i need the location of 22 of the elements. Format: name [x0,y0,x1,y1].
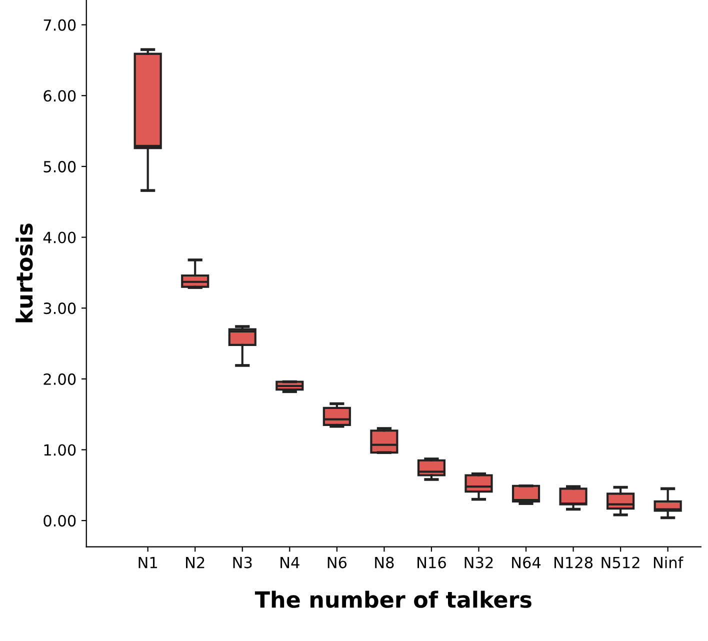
y-tick-label: 7.00 [44,19,76,31]
x-tick-label: N64 [512,556,541,568]
x-tick-label: N2 [186,556,204,568]
y-tick-label: 3.00 [44,302,76,314]
x-tick-label: N512 [602,556,640,568]
x-axis-title: The number of talkers [254,590,532,608]
x-tick-label: Ninf [654,556,684,568]
x-tick-label: N32 [464,556,493,568]
y-tick-label: 4.00 [43,232,76,244]
y-tick-label: 2.00 [44,373,76,385]
x-tick-label: N16 [418,556,446,568]
x-tick-label: N4 [280,556,300,568]
y-tick-label: 1.00 [44,444,76,456]
y-tick-label: 6.00 [44,90,76,102]
x-tick-label: N8 [375,556,394,568]
y-tick-label: 0.00 [44,515,76,527]
x-tick-label: N3 [233,556,252,568]
y-axis-title: kurtosis [16,224,33,322]
y-tick-label: 5.00 [44,160,76,172]
x-tick-label: N1 [138,556,157,568]
x-tick-label: N6 [328,556,347,568]
x-tick-label: N128 [554,556,593,568]
